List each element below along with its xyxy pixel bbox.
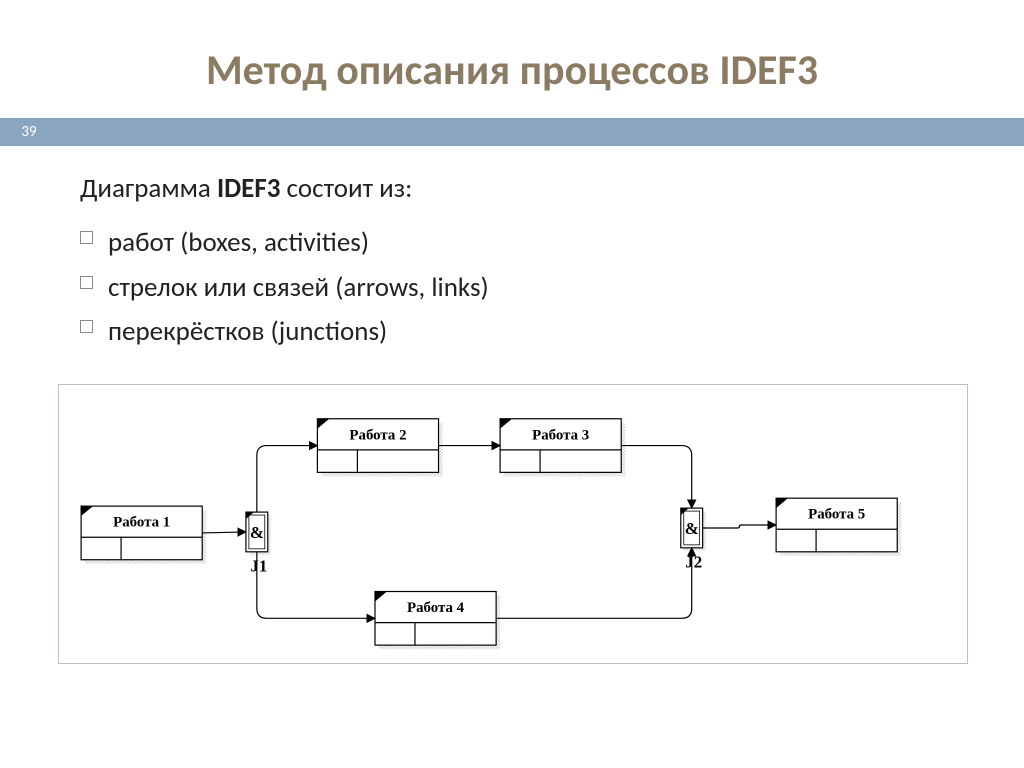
svg-text:Работа 1: Работа 1 — [113, 515, 170, 531]
intro-post: состоит из: — [280, 172, 412, 205]
intro-text: Диаграмма IDEF3 состоит из: — [80, 172, 960, 205]
square-bullet-icon — [80, 320, 93, 333]
bullet-list: работ (boxes, activities) стрелок или св… — [80, 221, 960, 355]
svg-text:J1: J1 — [250, 557, 267, 576]
intro-bold: IDEF3 — [217, 172, 280, 205]
svg-text:Работа 3: Работа 3 — [532, 427, 589, 443]
square-bullet-icon — [80, 276, 93, 289]
bullet-text: работ (boxes, activities) — [108, 226, 369, 259]
slide-title: Метод описания процессов IDEF3 — [0, 0, 1024, 96]
bullet-text: стрелок или связей (arrows, links) — [108, 271, 489, 304]
svg-text:Работа 4: Работа 4 — [407, 600, 465, 616]
bullet-text: перекрёстков (junctions) — [108, 315, 387, 348]
svg-text:&: & — [685, 519, 699, 538]
content-area: Диаграмма IDEF3 состоит из: работ (boxes… — [80, 172, 960, 355]
list-item: работ (boxes, activities) — [108, 221, 960, 266]
title-underline — [0, 118, 1024, 146]
slide-number-badge: 39 — [0, 118, 58, 146]
svg-text:Работа 5: Работа 5 — [808, 507, 865, 523]
square-bullet-icon — [80, 231, 93, 244]
svg-text:J2: J2 — [685, 553, 702, 572]
list-item: стрелок или связей (arrows, links) — [108, 266, 960, 311]
diagram-svg: Работа 1 & J1 Работа 2 Работа 3 Работа 4 & J2 Ра… — [59, 385, 967, 663]
idef3-diagram: Работа 1 & J1 Работа 2 Работа 3 Работа 4 & J2 Ра… — [58, 384, 968, 664]
list-item: перекрёстков (junctions) — [108, 310, 960, 355]
svg-text:&: & — [250, 523, 264, 542]
intro-pre: Диаграмма — [80, 172, 217, 205]
svg-text:Работа 2: Работа 2 — [349, 427, 406, 443]
